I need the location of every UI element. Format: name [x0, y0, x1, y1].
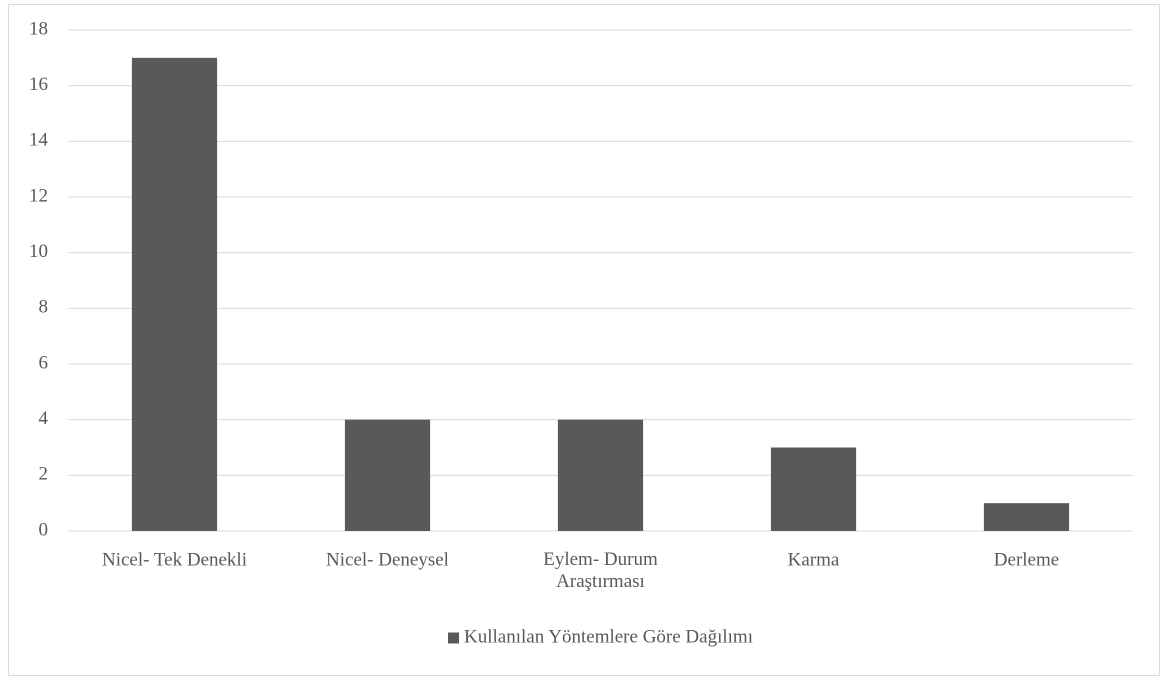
- y-tick-label: 10: [29, 241, 48, 262]
- y-tick-label: 14: [29, 130, 49, 151]
- bar: [983, 503, 1070, 531]
- bar: [770, 447, 857, 531]
- y-tick-label: 6: [39, 352, 49, 373]
- legend-label: Kullanılan Yöntemlere Göre Dağılımı: [464, 626, 753, 647]
- bar: [131, 57, 218, 531]
- y-tick-label: 8: [39, 297, 49, 318]
- bar: [344, 419, 431, 531]
- y-tick-label: 4: [39, 408, 49, 429]
- y-tick-label: 12: [29, 185, 48, 206]
- legend-swatch: [448, 632, 460, 644]
- y-tick-label: 18: [29, 18, 48, 39]
- x-tick-label: Karma: [788, 549, 840, 570]
- y-tick-label: 16: [29, 74, 48, 95]
- y-tick-label: 0: [39, 519, 49, 540]
- x-tick-label: Nicel- Deneysel: [326, 549, 449, 570]
- x-tick-label: Derleme: [994, 549, 1059, 570]
- bar: [557, 419, 644, 531]
- x-tick-label: Nicel- Tek Denekli: [102, 549, 247, 570]
- y-tick-label: 2: [39, 464, 49, 485]
- x-tick-label: Eylem- Durum Araştırması: [543, 549, 658, 592]
